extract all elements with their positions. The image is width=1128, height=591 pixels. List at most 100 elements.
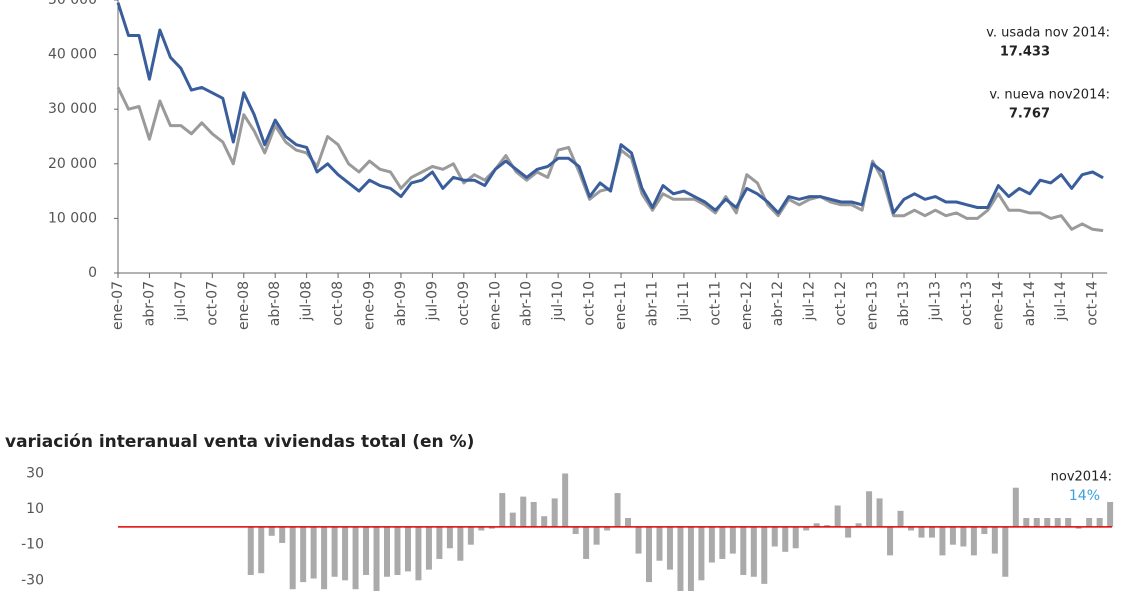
bar — [425, 526, 432, 570]
bar — [279, 526, 286, 543]
bar — [1033, 517, 1040, 527]
annotation-value: 17.433 — [1000, 45, 1050, 60]
x-tick-label: jul-09 — [424, 281, 440, 322]
bar — [331, 526, 338, 577]
bar — [394, 526, 401, 575]
bar — [310, 526, 317, 579]
x-tick-label: abr-11 — [644, 281, 660, 326]
y-tick-label: 20 000 — [48, 156, 97, 172]
bar — [258, 526, 265, 574]
x-tick-label: jul-13 — [927, 281, 943, 322]
bar — [289, 526, 296, 590]
bar — [1012, 487, 1019, 527]
bar — [499, 493, 506, 527]
x-tick-label: jul-08 — [299, 281, 315, 322]
annotation-label: v. nueva nov2014: — [989, 88, 1110, 103]
x-tick-label: jul-11 — [676, 281, 692, 322]
bar — [1065, 517, 1072, 527]
bar — [572, 526, 579, 535]
y-tick-label: -30 — [21, 572, 44, 588]
bar — [562, 473, 569, 527]
bar — [467, 526, 474, 545]
bar — [1075, 526, 1082, 529]
x-tick-label: abr-13 — [896, 281, 912, 326]
bar — [750, 526, 757, 577]
bar — [698, 526, 705, 581]
bar — [384, 526, 390, 577]
x-tick-label: abr-07 — [141, 281, 157, 326]
x-tick-label: jul-10 — [550, 281, 566, 322]
x-tick-label: jul-07 — [173, 281, 189, 322]
bar — [247, 526, 254, 575]
bar — [981, 526, 988, 535]
y-tick-label: -10 — [21, 537, 44, 553]
bar — [908, 526, 914, 531]
x-tick-label: abr-09 — [393, 281, 409, 326]
bar — [541, 516, 548, 527]
x-tick-label: abr-14 — [1022, 281, 1038, 326]
bar — [583, 526, 590, 559]
x-tick-label: abr-08 — [267, 281, 283, 326]
bar — [803, 526, 810, 531]
bar — [845, 526, 852, 538]
bar — [268, 526, 275, 536]
bar — [604, 526, 611, 531]
x-tick-label: ene-13 — [865, 281, 881, 330]
x-tick-label: oct-08 — [330, 281, 346, 326]
bar — [488, 526, 495, 529]
bar — [1107, 501, 1114, 527]
bar — [792, 526, 799, 549]
bar — [478, 526, 485, 531]
bar — [1023, 517, 1030, 527]
x-tick-label: oct-11 — [707, 281, 723, 326]
bar — [1002, 526, 1009, 577]
bar — [740, 526, 747, 575]
bar — [1096, 517, 1103, 527]
bar — [614, 493, 621, 527]
x-tick-label: oct-07 — [204, 281, 220, 326]
line-series — [116, 2, 1104, 215]
bar — [970, 526, 977, 556]
y-tick-label: 30 — [26, 465, 44, 481]
bar — [834, 505, 841, 527]
y-tick-label: 10 000 — [48, 210, 97, 226]
y-tick-label: 40 000 — [48, 47, 97, 63]
bar — [352, 526, 359, 590]
bar — [593, 526, 600, 545]
bar — [949, 526, 956, 545]
bar — [436, 526, 443, 559]
y-tick-label: 0 — [88, 265, 97, 281]
bar — [551, 498, 558, 527]
bar — [887, 526, 894, 556]
bar — [321, 526, 328, 590]
bar — [960, 526, 967, 547]
bar — [824, 525, 831, 527]
bar — [719, 526, 726, 559]
bar — [656, 526, 663, 561]
x-tick-label: ene-11 — [613, 281, 629, 330]
bar — [677, 526, 684, 591]
x-tick-label: oct-13 — [959, 281, 975, 326]
x-tick-label: oct-09 — [456, 281, 472, 326]
y-tick-label: 30 000 — [48, 101, 97, 117]
x-tick-label: oct-12 — [833, 281, 849, 326]
x-tick-label: ene-12 — [739, 281, 755, 330]
annotation-value: 7.767 — [1009, 107, 1050, 122]
bar — [761, 526, 768, 584]
bar — [404, 526, 411, 572]
bar — [939, 526, 946, 556]
bar — [520, 496, 527, 527]
bar — [446, 526, 453, 549]
bar — [1054, 517, 1061, 527]
bar — [782, 526, 789, 552]
bar — [708, 526, 715, 563]
bar — [635, 526, 642, 554]
x-tick-label: ene-10 — [487, 281, 503, 330]
bar — [363, 526, 370, 575]
bar — [855, 523, 862, 527]
bar — [876, 498, 883, 527]
x-tick-label: jul-14 — [1053, 281, 1069, 322]
line-series — [116, 86, 1104, 233]
bar — [625, 517, 632, 527]
bar — [729, 526, 736, 554]
